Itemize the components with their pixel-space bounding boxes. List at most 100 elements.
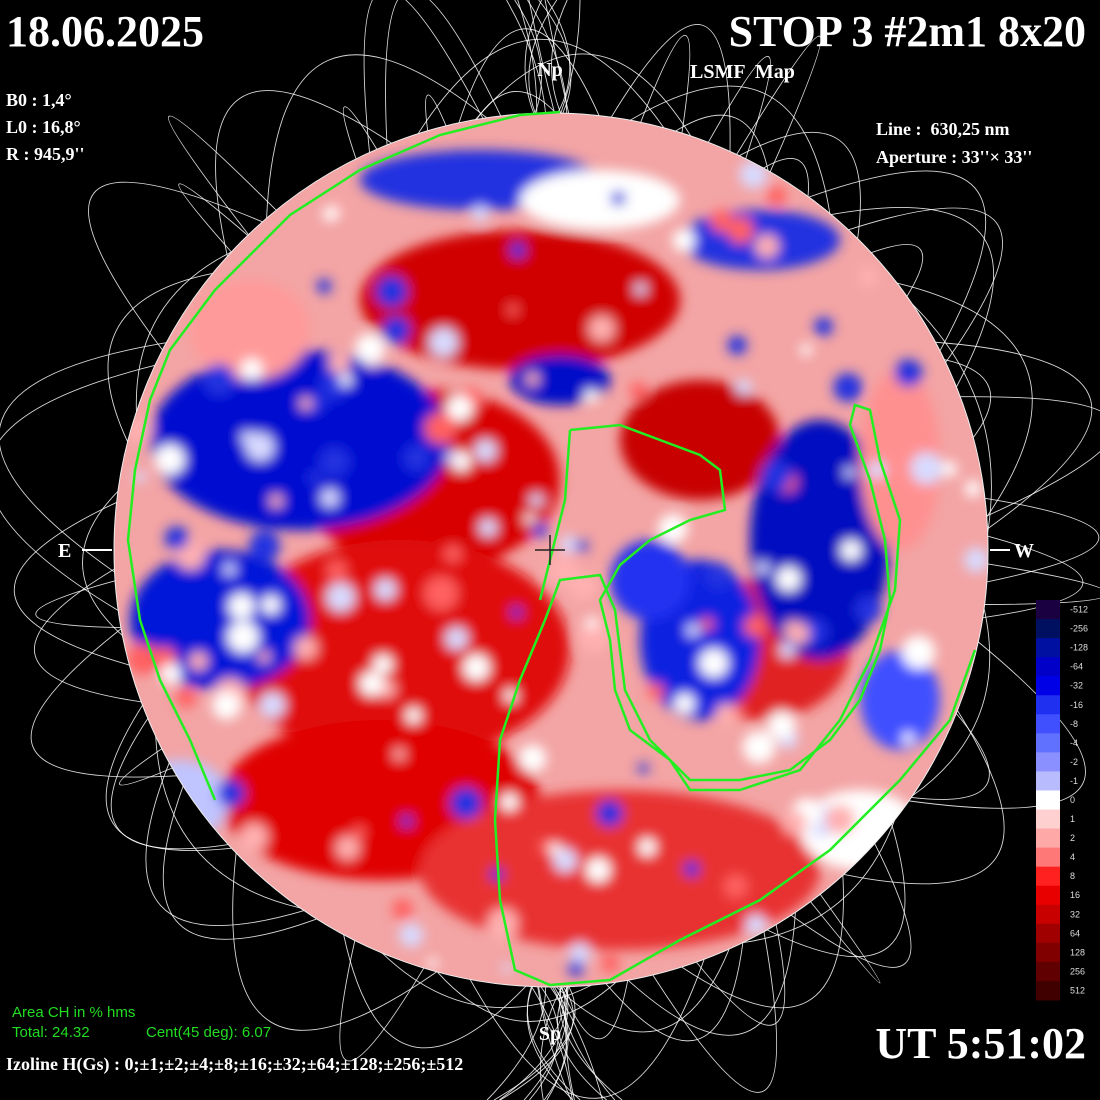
field-line [908, 641, 1086, 809]
field-speckle [373, 654, 393, 674]
field-line [810, 893, 881, 984]
field-speckle [474, 439, 497, 462]
field-speckle [524, 513, 535, 525]
field-line [436, 971, 617, 1022]
field-speckle [428, 327, 459, 357]
colorbar-swatch [1036, 752, 1060, 772]
colorbar-swatch [1036, 866, 1060, 887]
date: 18.06.2025 [6, 7, 204, 56]
field-line [559, 986, 623, 1100]
r-param: R : 945,9'' [6, 144, 85, 164]
field-line [343, 934, 527, 1049]
field-line [984, 497, 1100, 583]
field-speckle [596, 800, 623, 827]
colorbar-label: 128 [1070, 947, 1085, 957]
field-line [107, 272, 213, 442]
field-speckle [532, 522, 548, 538]
colorbar-label: 8 [1070, 871, 1075, 881]
colorbar-swatch [1036, 961, 1060, 982]
field-speckle [328, 352, 350, 374]
colorbar-swatch [1036, 619, 1060, 639]
field-line [110, 718, 229, 850]
field-line [546, 0, 571, 114]
field-speckle [359, 671, 384, 696]
colorbar-label: -32 [1070, 681, 1083, 691]
field-speckle [400, 815, 413, 828]
field-line [944, 359, 991, 438]
field-speckle [600, 954, 620, 974]
subtitle: LSMF Map [690, 61, 795, 83]
field-speckle [509, 242, 526, 258]
field-line [118, 748, 173, 786]
field-region [520, 170, 680, 230]
field-speckle [840, 539, 862, 561]
field-line [527, 0, 568, 114]
field-speckle [833, 373, 863, 402]
ch-title: Area CH in % hms [12, 1004, 135, 1021]
colorbar-label: 4 [1070, 852, 1075, 862]
field-speckle [471, 205, 489, 222]
field-speckle [424, 412, 457, 445]
field-speckle [553, 848, 578, 873]
field-speckle [700, 617, 714, 631]
field-line [553, 986, 603, 1100]
field-speckle [710, 209, 733, 233]
field-speckle [844, 466, 855, 478]
colorbar-swatch [1036, 714, 1060, 734]
field-line [736, 35, 822, 173]
field-speckle [963, 547, 988, 573]
field-speckle [399, 922, 424, 948]
colorbar-label: -128 [1070, 643, 1088, 653]
field-line [546, 986, 568, 1100]
field-speckle [446, 395, 473, 422]
field-line [848, 207, 1003, 363]
field-line [425, 94, 447, 131]
field-line [266, 54, 487, 219]
field-line [30, 628, 177, 778]
field-line [168, 115, 277, 235]
field-region [860, 370, 940, 550]
field-speckle [261, 595, 281, 615]
field-speckle [247, 656, 258, 667]
field-region [860, 650, 940, 750]
field-speckle [585, 857, 611, 883]
field-speckle [588, 315, 615, 342]
field-speckle [727, 217, 754, 244]
field-speckle [339, 373, 352, 386]
field-speckle [686, 623, 700, 637]
field-line [13, 502, 130, 666]
field-line [523, 986, 569, 1100]
field-speckle [584, 389, 599, 404]
field-speckle [490, 867, 504, 882]
field-line [739, 132, 861, 239]
field-region [190, 280, 310, 380]
field-speckle [405, 707, 422, 724]
field-speckle [902, 732, 915, 745]
field-speckle [577, 619, 611, 653]
field-line [34, 568, 142, 703]
field-line [385, 0, 502, 145]
field-speckle [760, 460, 792, 492]
colorbar-label: -4 [1070, 738, 1078, 748]
field-speckle [637, 763, 649, 774]
field-speckle [189, 652, 208, 671]
field-line [0, 342, 167, 573]
field-line [540, 986, 563, 1100]
field-speckle [449, 149, 469, 169]
field-line [560, 980, 629, 1040]
aperture-param: Aperture : 33''× 33'' [876, 147, 1032, 167]
field-speckle [559, 535, 578, 554]
field-line [896, 282, 1033, 518]
field-line [475, 53, 692, 137]
field-line [135, 251, 232, 412]
field-line [514, 0, 542, 114]
field-line [960, 396, 1100, 517]
field-line [155, 736, 301, 909]
field-speckle [382, 316, 411, 345]
field-line [342, 106, 378, 160]
field-speckle [500, 793, 519, 811]
field-speckle [858, 267, 878, 287]
field-line [766, 823, 906, 958]
field-line [417, 38, 665, 134]
